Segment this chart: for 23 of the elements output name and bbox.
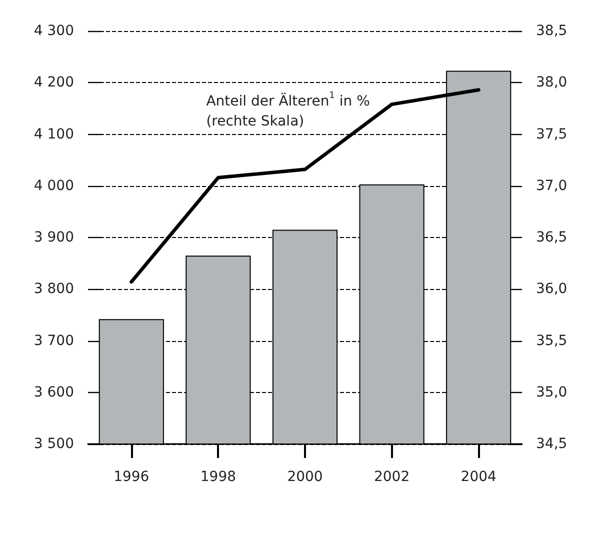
x-tick-label: 1998: [200, 469, 236, 485]
y2-tick-label: 36,0: [536, 281, 568, 298]
y-tick-label: 3 900: [34, 230, 74, 246]
y2-tick-label: 36,5: [536, 230, 568, 246]
y2-tick-label: 38,5: [536, 23, 568, 39]
x-tick-label: 1996: [114, 469, 150, 485]
x-tick-label: 2000: [287, 469, 323, 485]
y2-tick-label: 34,5: [536, 436, 568, 452]
y2-tick-label: 35,0: [536, 384, 568, 400]
y-tick-label: 4 000: [34, 178, 74, 194]
y2-tick-label: 37,0: [536, 178, 568, 194]
y2-tick-label: 38,0: [536, 74, 568, 91]
x-tick-label: 2002: [374, 469, 410, 485]
y-tick-label: 4 100: [34, 126, 74, 142]
y-tick-label: 3 500: [34, 436, 74, 452]
y-tick-label: 4 300: [34, 23, 74, 39]
y-tick-label: 3 600: [34, 384, 74, 400]
y-tick-label: 4 200: [34, 74, 74, 91]
x-tick-label: 2004: [460, 469, 496, 485]
y-tick-label: 3 700: [34, 332, 74, 349]
y2-tick-label: 37,5: [536, 126, 568, 142]
y-tick-label: 3 800: [34, 281, 74, 298]
y2-tick-label: 35,5: [536, 332, 568, 349]
